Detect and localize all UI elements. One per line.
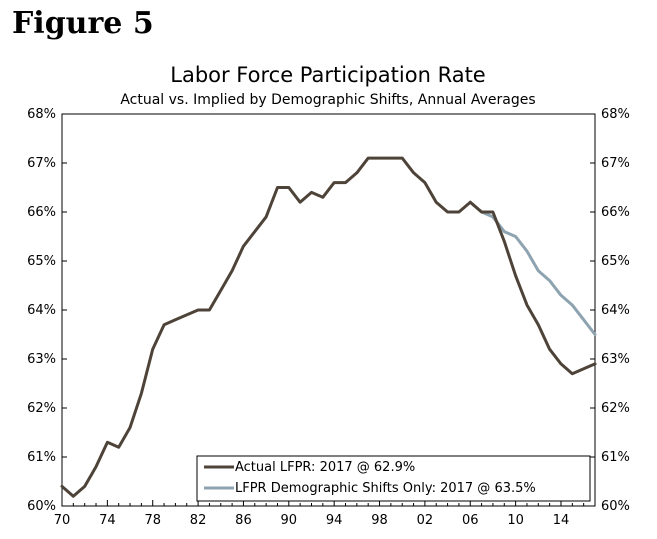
x-tick-label: 10 <box>507 513 524 528</box>
x-tick-label: 90 <box>281 513 298 528</box>
y-tick-label-right: 64% <box>601 303 630 318</box>
x-tick-label: 78 <box>144 513 161 528</box>
x-tick-label: 74 <box>99 513 116 528</box>
y-axis-ticks: 60% 60% 61% 61% 62% 62% 63% 63% 64% 64% 65% 65% 66% 6… <box>27 107 630 514</box>
plot-area <box>61 113 596 507</box>
x-tick-label: 98 <box>371 513 388 528</box>
x-tick-label: 02 <box>417 513 434 528</box>
x-tick-label: 06 <box>462 513 479 528</box>
y-tick-label-right: 62% <box>601 401 630 416</box>
y-tick-label-right: 63% <box>601 352 630 367</box>
x-tick-label: 70 <box>54 513 71 528</box>
y-tick-label-right: 65% <box>601 254 630 269</box>
y-tick-label-left: 60% <box>27 499 56 514</box>
y-tick-label-right: 67% <box>601 156 630 171</box>
x-tick-label: 82 <box>190 513 207 528</box>
legend-box <box>196 455 591 502</box>
legend-label-demographic: LFPR Demographic Shifts Only: 2017 @ 63.… <box>235 481 536 496</box>
chart-subtitle: Actual vs. Implied by Demographic Shifts… <box>120 92 535 108</box>
x-tick-label: 86 <box>235 513 252 528</box>
y-tick-label-right: 60% <box>601 499 630 514</box>
y-tick-label-left: 66% <box>27 205 56 220</box>
series-lines <box>60 156 597 498</box>
series-line-demographic <box>468 200 597 336</box>
y-tick-label-right: 61% <box>601 450 630 465</box>
y-tick-label-left: 68% <box>27 107 56 122</box>
x-tick-label: 94 <box>326 513 343 528</box>
y-tick-label-left: 67% <box>27 156 56 171</box>
y-tick-label-right: 68% <box>601 107 630 122</box>
x-axis-ticks: 70 74 78 82 86 90 94 98 02 06 10 14 <box>54 500 596 528</box>
y-tick-label-left: 63% <box>27 352 56 367</box>
legend-label-actual: Actual LFPR: 2017 @ 62.9% <box>235 460 415 475</box>
y-tick-label-right: 66% <box>601 205 630 220</box>
chart-title: Labor Force Participation Rate <box>170 63 485 87</box>
y-tick-label-left: 64% <box>27 303 56 318</box>
x-tick-label: 14 <box>553 513 570 528</box>
series-line-actual <box>60 156 597 498</box>
legend: Actual LFPR: 2017 @ 62.9% LFPR Demograph… <box>196 455 591 502</box>
figure-label: Figure 5 <box>12 6 154 41</box>
y-tick-label-left: 61% <box>27 450 56 465</box>
y-tick-label-left: 65% <box>27 254 56 269</box>
y-tick-label-left: 62% <box>27 401 56 416</box>
